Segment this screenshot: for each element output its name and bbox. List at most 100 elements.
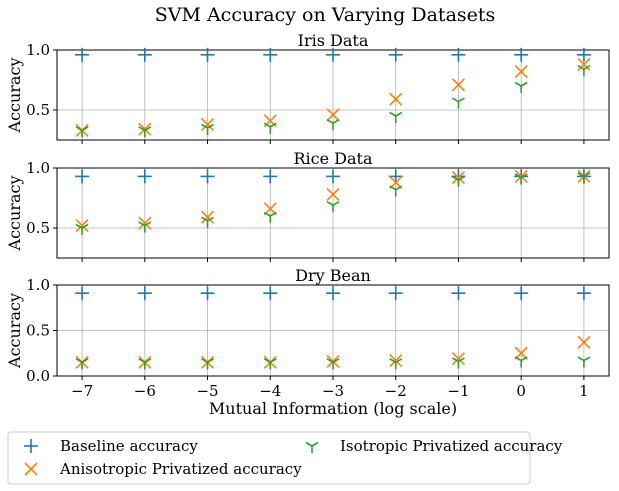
legend-marker-isotropic <box>305 441 319 453</box>
x-tick-label: −1 <box>447 382 469 400</box>
anisotropic-point <box>326 187 340 201</box>
baseline-point <box>137 47 152 62</box>
anisotropic-point <box>138 122 152 136</box>
anisotropic-point <box>451 78 466 92</box>
isotropic-point <box>201 123 215 135</box>
y-tick-label: 0.0 <box>26 367 50 385</box>
isotropic-point <box>263 122 277 134</box>
isotropic-point <box>389 111 403 123</box>
baseline-point <box>388 47 403 62</box>
isotropic-point <box>138 126 152 138</box>
y-tick-label: 0.5 <box>26 219 50 237</box>
x-tick-label: 1 <box>579 382 589 400</box>
baseline-point <box>326 169 340 184</box>
panel-title: Iris Data <box>298 31 369 50</box>
baseline-point <box>75 286 90 301</box>
x-tick-label: −7 <box>71 382 93 400</box>
x-tick-label: −6 <box>134 382 156 400</box>
baseline-point <box>576 286 591 301</box>
anisotropic-point <box>389 92 403 106</box>
y-axis-label: Accuracy <box>5 176 24 252</box>
panel-1: 0.5 1.0 Iris Data Accuracy <box>5 31 610 144</box>
baseline-point <box>200 47 215 62</box>
legend-entry-baseline: Baseline accuracy <box>24 437 198 455</box>
isotropic-point <box>138 358 152 370</box>
anisotropic-point <box>514 346 528 360</box>
legend-entry-isotropic: Isotropic Privatized accuracy <box>305 437 563 455</box>
isotropic-point <box>577 65 591 77</box>
baseline-point <box>576 47 591 62</box>
figure-title: SVM Accuracy on Varying Datasets <box>155 4 496 26</box>
isotropic-point <box>514 81 528 93</box>
y-axis-label: Accuracy <box>5 58 24 134</box>
anisotropic-point <box>138 216 152 230</box>
anisotropic-point <box>577 57 591 71</box>
y-tick-label: 1.0 <box>26 276 50 294</box>
isotropic-point <box>451 175 465 187</box>
anisotropic-point <box>200 117 215 131</box>
baseline-point <box>326 47 340 62</box>
isotropic-point <box>514 356 528 368</box>
baseline-point <box>137 286 152 301</box>
baseline-point <box>451 286 466 301</box>
anisotropic-point <box>326 108 340 122</box>
y-tick-label: 0.5 <box>26 101 50 119</box>
isotropic-point <box>577 172 591 184</box>
isotropic-point <box>75 126 89 138</box>
baseline-point <box>263 169 278 184</box>
isotropic-point <box>263 358 277 370</box>
isotropic-point <box>451 357 465 369</box>
isotropic-point <box>201 358 215 370</box>
isotropic-point <box>201 216 215 228</box>
legend-marker-baseline <box>24 439 38 453</box>
legend-marker-anisotropic <box>24 462 38 476</box>
isotropic-point <box>451 97 465 109</box>
y-tick-label: 0.5 <box>26 322 50 340</box>
baseline-point <box>514 286 529 301</box>
isotropic-point <box>326 358 340 370</box>
x-tick-label: −2 <box>385 382 407 400</box>
isotropic-point <box>389 185 403 197</box>
y-tick-label: 1.0 <box>26 41 50 59</box>
baseline-point <box>137 169 152 184</box>
anisotropic-point <box>75 219 89 233</box>
baseline-point <box>200 169 215 184</box>
anisotropic-point <box>389 353 403 368</box>
baseline-point <box>75 169 90 184</box>
isotropic-point <box>75 223 89 235</box>
isotropic-point <box>263 211 277 223</box>
legend-label: Baseline accuracy <box>60 437 198 455</box>
isotropic-point <box>577 356 591 368</box>
y-tick-label: 1.0 <box>26 159 50 177</box>
legend-label: Isotropic Privatized accuracy <box>340 437 563 455</box>
anisotropic-point <box>577 335 591 349</box>
anisotropic-point <box>451 352 466 366</box>
isotropic-point <box>138 221 152 233</box>
legend-frame <box>7 431 531 485</box>
baseline-point <box>200 286 215 301</box>
isotropic-point <box>326 201 340 213</box>
y-axis-label: Accuracy <box>5 293 24 369</box>
isotropic-point <box>514 173 528 185</box>
anisotropic-point <box>514 169 528 183</box>
baseline-point <box>451 47 466 62</box>
panel-2: 0.5 1.0 Rice Data Accuracy <box>5 149 610 262</box>
panel-title: Dry Bean <box>295 266 371 285</box>
baseline-point <box>75 47 90 62</box>
anisotropic-point <box>514 65 528 79</box>
baseline-point <box>388 169 403 184</box>
x-tick-label: −5 <box>196 382 218 400</box>
baseline-point <box>263 47 278 62</box>
x-tick-label: −3 <box>322 382 344 400</box>
isotropic-point <box>75 358 89 370</box>
isotropic-point <box>389 358 403 370</box>
baseline-point <box>514 47 529 62</box>
anisotropic-point <box>451 171 466 185</box>
x-tick-label: 0 <box>516 382 526 400</box>
legend-label: Anisotropic Privatized accuracy <box>59 460 302 478</box>
legend-entry-anisotropic: Anisotropic Privatized accuracy <box>24 460 302 478</box>
anisotropic-point <box>200 210 215 224</box>
baseline-point <box>263 286 278 301</box>
